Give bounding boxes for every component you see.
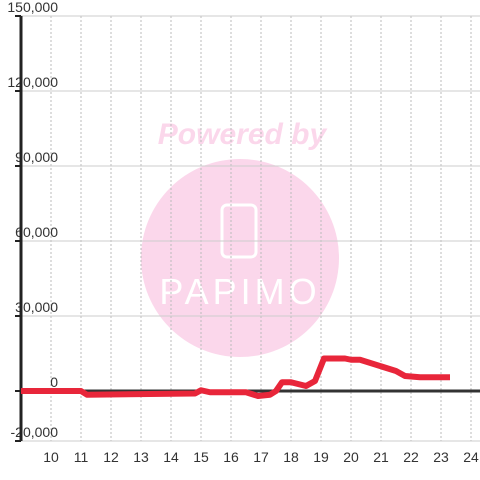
x-tick-label: 23 [433,449,449,465]
x-tick-label: 17 [253,449,269,465]
watermark-text: Powered by [158,118,328,151]
watermark-icon [220,203,258,259]
y-tick-label: -20,000 [11,424,59,440]
x-tick-label: 18 [283,449,299,465]
x-tick-label: 19 [313,449,329,465]
x-tick-label: 22 [403,449,419,465]
x-tick-label: 14 [163,449,179,465]
x-tick-label: 13 [133,449,149,465]
y-tick-label: 90,000 [15,149,58,165]
y-tick-label: 60,000 [15,224,58,240]
y-tick-label: 30,000 [15,299,58,315]
x-tick-label: 10 [43,449,59,465]
x-tick-label: 24 [463,449,479,465]
y-tick-label: 150,000 [7,0,58,15]
line-series [21,355,450,399]
x-tick-label: 21 [373,449,389,465]
y-tick-label: 0 [50,374,58,390]
x-tick-label: 20 [343,449,359,465]
watermark-text: PAPIMO [159,271,320,312]
x-tick-label: 11 [74,449,89,465]
x-tick-label: 15 [193,449,209,465]
y-tick-label: 120,000 [7,74,58,90]
x-tick-label: 12 [103,449,119,465]
watermark: Powered by PAPIMO [141,118,339,357]
x-tick-label: 16 [223,449,239,465]
